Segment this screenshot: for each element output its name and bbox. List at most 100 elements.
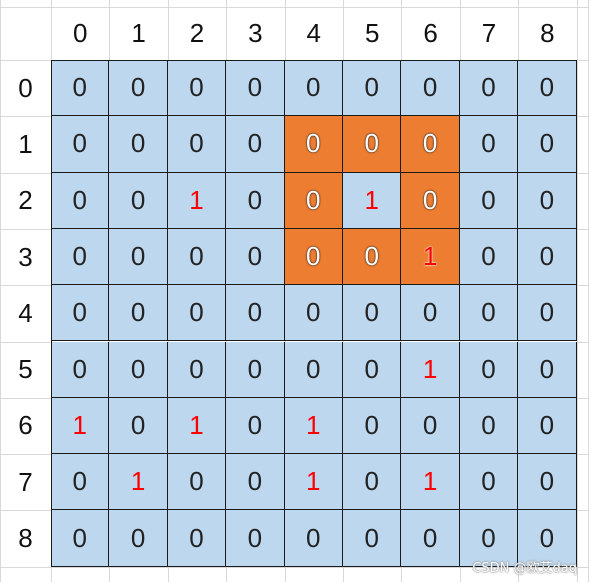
grid-cell: 0 (518, 397, 577, 455)
grid-cell: 0 (459, 60, 519, 117)
grid-cell: 0 (51, 285, 110, 342)
grid-cell: 0 (518, 60, 577, 117)
grid-cell: 1 (401, 454, 460, 511)
grid-cell: 0 (518, 454, 577, 511)
grid-cell: 0 (167, 116, 227, 173)
grid-cell: 0 (518, 510, 577, 567)
column-header: 0 (72, 18, 88, 48)
highlighted-cell: 0 (343, 228, 402, 286)
grid-cell: 0 (518, 172, 577, 229)
grid-cell: 1 (343, 172, 402, 229)
highlighted-cell: 0 (284, 172, 343, 229)
grid-cell: 0 (459, 285, 519, 342)
grid-cell: 0 (226, 510, 285, 567)
grid-cell: 1 (167, 397, 227, 455)
sheet-gridline (0, 567, 589, 568)
grid-cell: 0 (459, 510, 519, 567)
row-header: 8 (18, 523, 33, 554)
watermark-text: CSDN @欧艾daq (472, 561, 577, 576)
grid-cell: 1 (284, 397, 343, 455)
highlighted-cell: 0 (401, 172, 460, 229)
grid-cell: 0 (167, 341, 227, 398)
grid-cell: 0 (401, 285, 460, 342)
grid-cell: 0 (284, 341, 343, 398)
row-header: 5 (18, 354, 33, 385)
row-header: 3 (18, 241, 33, 272)
grid-cell: 1 (51, 397, 110, 455)
grid-cell: 0 (518, 228, 577, 286)
highlighted-cell: 0 (284, 116, 343, 173)
grid-cell: 0 (51, 228, 110, 286)
grid-cell: 0 (284, 510, 343, 567)
highlighted-cell: 0 (401, 116, 460, 173)
grid-cell: 0 (167, 228, 227, 286)
grid-cell: 1 (284, 454, 343, 511)
column-header: 2 (189, 18, 205, 48)
grid-cell: 0 (226, 341, 285, 398)
column-header: 1 (131, 18, 146, 48)
grid-cell: 0 (109, 60, 168, 117)
row-header: 6 (18, 410, 33, 441)
grid-cell: 0 (343, 60, 402, 117)
column-header: 7 (481, 18, 497, 48)
grid-cell: 0 (226, 285, 285, 342)
grid-cell: 0 (226, 228, 285, 286)
highlighted-cell: 0 (284, 228, 343, 286)
sheet-gridline (577, 0, 578, 582)
grid-cell: 0 (109, 510, 168, 567)
grid-cell: 0 (167, 285, 227, 342)
grid-cell: 0 (343, 510, 402, 567)
column-header: 4 (306, 18, 322, 48)
grid-cell: 1 (401, 341, 460, 398)
row-header: 0 (18, 72, 33, 103)
row-header: 2 (18, 185, 33, 216)
grid-cell: 0 (167, 454, 227, 511)
grid-cell: 0 (109, 228, 168, 286)
column-header: 5 (364, 18, 380, 48)
grid-cell: 0 (459, 454, 519, 511)
highlighted-cell: 1 (401, 228, 460, 286)
row-header: 4 (18, 297, 33, 328)
grid-cell: 0 (51, 116, 110, 173)
grid-cell: 1 (167, 172, 227, 229)
grid-cell: 0 (51, 60, 110, 117)
grid-cell: 0 (109, 116, 168, 173)
grid-cell: 0 (518, 116, 577, 173)
grid-cell: 0 (343, 341, 402, 398)
grid-cell: 0 (518, 285, 577, 342)
grid-cell: 0 (459, 341, 519, 398)
grid-cell: 0 (226, 454, 285, 511)
grid-cell: 0 (401, 397, 460, 455)
column-header: 8 (540, 18, 555, 48)
column-header: 3 (248, 18, 263, 48)
row-header: 7 (18, 466, 33, 497)
sheet-gridline (0, 7, 589, 8)
grid-cell: 0 (459, 172, 519, 229)
grid-cell: 0 (459, 228, 519, 286)
grid-cell: 0 (167, 510, 227, 567)
grid-cell: 0 (518, 341, 577, 398)
grid-cell: 0 (51, 454, 110, 511)
row-header: 1 (18, 128, 33, 159)
grid-cell: 1 (109, 454, 168, 511)
grid-cell: 0 (167, 60, 227, 117)
grid-cell: 0 (226, 172, 285, 229)
grid-cell: 0 (343, 454, 402, 511)
grid-cell: 0 (51, 341, 110, 398)
grid-cell: 0 (109, 172, 168, 229)
grid-cell: 0 (343, 397, 402, 455)
grid-cell: 0 (226, 116, 285, 173)
grid-cell: 0 (343, 285, 402, 342)
grid-cell: 0 (459, 397, 519, 455)
grid-cell: 0 (401, 60, 460, 117)
highlighted-cell: 0 (343, 116, 402, 173)
sheet-gridline (0, 0, 1, 582)
grid-cell: 0 (226, 60, 285, 117)
grid-cell: 0 (109, 341, 168, 398)
column-header: 6 (423, 18, 438, 48)
grid-cell: 0 (51, 172, 110, 229)
grid-cell: 0 (284, 285, 343, 342)
grid-cell: 0 (51, 510, 110, 567)
grid-cell: 0 (226, 397, 285, 455)
